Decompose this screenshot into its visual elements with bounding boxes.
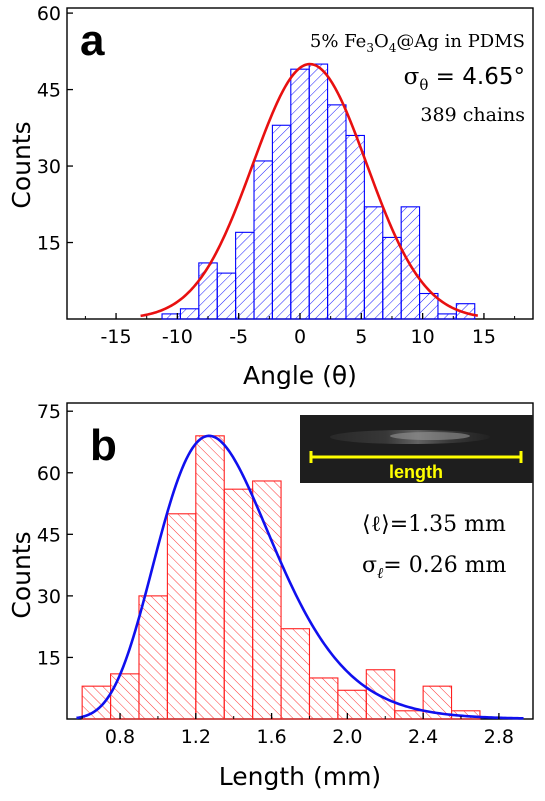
panel-b-x-ticks: 0.8 1.2 1.6 2.0 2.4 2.8 xyxy=(81,713,514,748)
x-tick-label: -5 xyxy=(229,326,248,348)
panel-b-y-axis-title: Counts xyxy=(7,531,36,618)
panel-b-y-ticks: 15 30 45 60 75 xyxy=(37,401,73,669)
histogram-bar xyxy=(179,308,200,320)
histogram-bar xyxy=(195,435,225,720)
histogram-bar xyxy=(327,104,347,320)
histogram-bar xyxy=(308,63,329,320)
histogram-bar xyxy=(252,480,282,720)
panel-b-inset-photo: length xyxy=(300,415,533,483)
histogram-bar xyxy=(216,272,237,320)
panel-b-bars xyxy=(81,435,481,720)
inset-length-label: length xyxy=(389,462,443,482)
panel-b-letter: b xyxy=(90,421,117,470)
histogram-bar xyxy=(138,595,168,720)
y-tick-label: 75 xyxy=(37,401,61,423)
inset-chain-highlight xyxy=(390,432,470,440)
panel-b-x-axis-title: Length (mm) xyxy=(219,762,381,791)
panel-a-angle-histogram: -15 -10 -5 0 5 10 15 15 30 45 60 a Angle (θ) Coun… xyxy=(7,3,534,390)
histogram-bar xyxy=(365,669,396,720)
histogram-bar xyxy=(419,292,439,320)
y-tick-label: 15 xyxy=(37,233,61,255)
histogram-bar xyxy=(166,513,197,720)
panel-a-gaussian-fit-curve xyxy=(140,62,479,318)
x-tick-label: 15 xyxy=(472,326,496,348)
x-tick-label: -10 xyxy=(162,326,193,348)
panel-a-bars xyxy=(161,63,476,320)
y-tick-label: 30 xyxy=(37,156,61,178)
histogram-bar xyxy=(382,236,402,320)
y-tick-label: 60 xyxy=(37,463,61,485)
x-tick-label: 10 xyxy=(411,326,435,348)
panel-a-x-ticks: -15 -10 -5 0 5 10 15 xyxy=(84,313,516,348)
x-tick-label: 1.2 xyxy=(181,726,211,748)
x-tick-label: 2.4 xyxy=(408,726,438,748)
histogram-bar xyxy=(235,231,255,320)
histogram-bar xyxy=(394,710,424,720)
panel-b-mean-label: ⟨ℓ⟩=1.35 mm xyxy=(362,512,506,537)
panel-b-length-histogram: 0.8 1.2 1.6 2.0 2.4 2.8 15 30 45 60 75 b Length (… xyxy=(7,401,534,791)
panel-b-sigma-label: σℓ= 0.26 mm xyxy=(362,553,507,582)
panel-a-y-ticks: 15 30 45 60 xyxy=(37,3,73,255)
panel-a-chain-count: 389 chains xyxy=(420,104,525,126)
panel-a-sigma-label: σθ = 4.65° xyxy=(404,64,525,94)
x-tick-label: 2.0 xyxy=(332,726,362,748)
histogram-bar xyxy=(198,262,218,320)
y-tick-label: 30 xyxy=(37,586,61,608)
x-tick-label: 2.8 xyxy=(484,726,514,748)
histogram-bar xyxy=(337,689,367,720)
y-tick-label: 15 xyxy=(37,647,61,669)
x-tick-label: 1.6 xyxy=(256,726,286,748)
histogram-bar xyxy=(81,685,112,720)
y-tick-label: 45 xyxy=(37,524,61,546)
histogram-bar xyxy=(271,124,292,320)
histogram-bar xyxy=(308,677,339,720)
histogram-bar xyxy=(290,68,310,320)
panel-b-fit-curve xyxy=(76,434,524,720)
x-tick-label: 5 xyxy=(355,326,367,348)
y-tick-label: 60 xyxy=(37,3,61,25)
histogram-bar xyxy=(345,134,365,320)
x-tick-label: 0.8 xyxy=(105,726,135,748)
inset-background xyxy=(300,415,533,483)
y-tick-label: 45 xyxy=(37,80,61,102)
panel-a-x-axis-title: Angle (θ) xyxy=(243,361,357,390)
panel-a-sample-label: 5% Fe3O4@Ag in PDMS xyxy=(310,31,525,55)
histogram-bar xyxy=(223,488,254,720)
panel-a-letter: a xyxy=(80,16,105,65)
x-tick-label: 0 xyxy=(294,326,306,348)
histogram-bar xyxy=(110,673,140,720)
histogram-bar xyxy=(253,160,273,320)
histogram-bar xyxy=(280,628,311,720)
x-tick-label: -15 xyxy=(101,326,132,348)
panel-a-y-axis-title: Counts xyxy=(7,121,36,208)
histogram-bar xyxy=(363,206,384,320)
